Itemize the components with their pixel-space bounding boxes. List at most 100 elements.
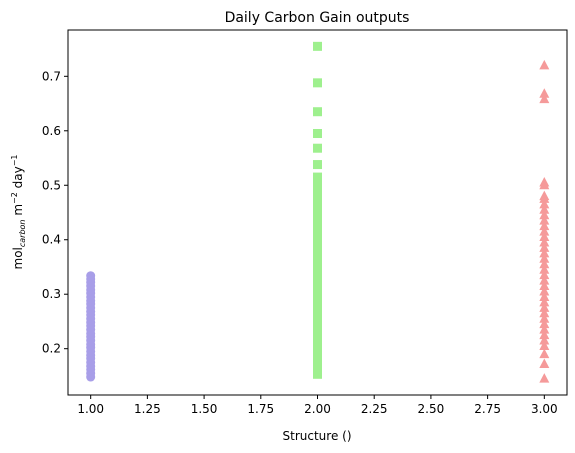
x-axis-label: Structure () (283, 429, 352, 443)
data-point-series-2 (313, 197, 322, 207)
data-point-series-3 (539, 59, 550, 70)
data-point-series-2 (313, 295, 322, 305)
data-point-series-3 (539, 280, 550, 291)
data-points (86, 41, 550, 383)
data-point-series-2 (313, 284, 322, 294)
data-point-series-3 (539, 318, 550, 329)
data-point-series-3 (539, 88, 550, 98)
data-point-series-3 (539, 307, 550, 318)
data-point-series-2 (313, 311, 322, 321)
data-point-series-3 (539, 258, 550, 269)
data-point-series-3 (539, 204, 550, 214)
x-tick-label: 1.75 (247, 402, 274, 416)
data-point-series-2 (313, 267, 322, 277)
y-axis-label-mid: day (11, 166, 25, 192)
data-point-series-2 (313, 235, 322, 245)
y-axis-label-rest: m (11, 204, 25, 220)
data-point-series-2 (313, 213, 322, 223)
data-point-series-3 (539, 209, 550, 220)
data-point-series-2 (313, 78, 322, 88)
x-tick-label: 2.25 (361, 402, 388, 416)
data-point-series-3 (539, 296, 550, 307)
data-point-series-2 (313, 246, 322, 256)
data-point-series-3 (539, 226, 550, 236)
data-point-series-2 (313, 306, 322, 316)
data-point-series-2 (313, 229, 322, 239)
data-point-series-2 (313, 257, 322, 267)
y-axis-label-sub: carbon (18, 219, 27, 247)
data-point-series-2 (313, 218, 322, 228)
x-tick-label: 2.00 (304, 402, 331, 416)
y-tick-label: 0.5 (42, 178, 61, 192)
x-tick-label: 1.00 (77, 402, 104, 416)
x-tick-label: 1.25 (134, 402, 161, 416)
data-point-series-2 (313, 278, 322, 288)
data-point-series-3 (539, 253, 550, 263)
data-point-series-2 (313, 349, 322, 359)
data-point-series-2 (313, 327, 322, 337)
chart-title: Daily Carbon Gain outputs (225, 10, 410, 26)
y-tick-label: 0.6 (42, 124, 61, 138)
x-tick-label: 3.00 (531, 402, 558, 416)
data-point-series-2 (313, 180, 322, 190)
data-point-series-2 (313, 289, 322, 299)
data-point-series-3 (539, 236, 550, 247)
data-point-series-3 (539, 231, 550, 242)
y-tick-label: 0.3 (42, 287, 61, 301)
y-tick-label: 0.7 (42, 69, 61, 83)
x-tick-label: 2.75 (474, 402, 501, 416)
data-point-series-2 (313, 262, 322, 272)
data-point-series-2 (313, 129, 322, 139)
data-point-series-2 (313, 361, 322, 371)
data-point-series-3 (539, 215, 550, 225)
data-point-series-2 (313, 240, 322, 250)
data-point-series-2 (313, 344, 322, 354)
data-point-series-2 (313, 273, 322, 283)
data-point-series-1 (86, 271, 96, 281)
data-point-series-3 (539, 335, 550, 345)
data-point-series-2 (313, 369, 322, 379)
data-point-series-3 (539, 291, 550, 301)
y-axis-label-sup2: −1 (10, 154, 19, 166)
data-point-series-2 (313, 172, 322, 182)
data-point-series-3 (539, 329, 550, 340)
data-point-series-3 (539, 313, 550, 323)
x-tick-label: 2.50 (418, 402, 445, 416)
data-point-series-3 (539, 198, 550, 209)
data-point-series-3 (539, 285, 550, 296)
y-tick-label: 0.4 (42, 233, 61, 247)
data-point-series-2 (313, 202, 322, 212)
data-point-series-3 (539, 358, 550, 368)
y-tick-label: 0.2 (42, 342, 61, 356)
data-point-series-2 (313, 316, 322, 326)
data-point-series-3 (539, 190, 550, 201)
data-point-series-3 (539, 177, 550, 187)
y-axis-label: molcarbon m−2 day−1 (10, 154, 27, 269)
data-point-series-2 (313, 355, 322, 365)
data-point-series-3 (539, 220, 550, 231)
data-point-series-3 (539, 242, 550, 252)
data-point-series-2 (313, 208, 322, 217)
data-point-series-3 (539, 340, 550, 350)
data-point-series-3 (539, 275, 550, 285)
data-point-series-2 (313, 107, 322, 117)
data-point-series-2 (313, 186, 322, 196)
data-point-series-3 (539, 269, 550, 280)
data-point-series-3 (539, 264, 550, 274)
data-point-series-3 (539, 93, 550, 104)
data-point-series-2 (313, 251, 322, 261)
data-point-series-2 (313, 224, 322, 234)
data-point-series-2 (313, 160, 322, 170)
data-point-series-3 (539, 302, 550, 312)
data-point-series-2 (313, 322, 322, 332)
data-point-series-2 (313, 300, 322, 310)
data-point-series-2 (313, 338, 322, 348)
data-point-series-2 (313, 41, 322, 51)
x-tick-label: 1.50 (191, 402, 218, 416)
data-point-series-3 (539, 373, 550, 383)
y-axis-label-sup1: −2 (10, 192, 19, 204)
y-axis-label-main: mol (11, 247, 25, 269)
x-axis-ticks: 1.00 1.25 1.50 1.75 2.00 2.25 2.50 2.75 3.00 (77, 395, 558, 416)
data-point-series-2 (313, 143, 322, 153)
